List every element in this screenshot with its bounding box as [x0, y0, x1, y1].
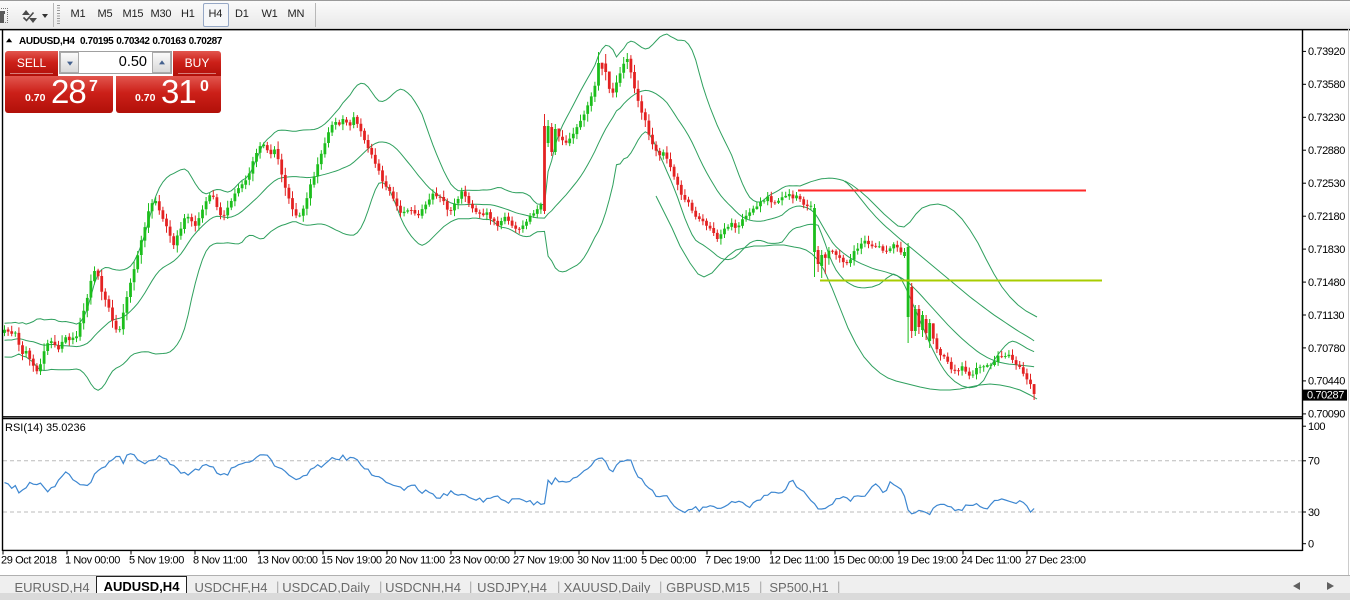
svg-text:5 Nov 19:00: 5 Nov 19:00 [129, 555, 184, 567]
svg-text:7 Dec 19:00: 7 Dec 19:00 [705, 555, 760, 567]
svg-text:20 Nov 11:00: 20 Nov 11:00 [385, 555, 445, 567]
svg-text:0.70163: 0.70163 [152, 36, 186, 47]
svg-text:70: 70 [1308, 456, 1320, 468]
svg-text:0.70287: 0.70287 [189, 36, 223, 47]
svg-text:23 Nov 00:00: 23 Nov 00:00 [449, 555, 510, 567]
svg-text:0.71480: 0.71480 [1308, 277, 1345, 289]
svg-text:27 Nov 19:00: 27 Nov 19:00 [513, 555, 574, 567]
svg-text:12 Dec 11:00: 12 Dec 11:00 [769, 555, 829, 567]
svg-text:100: 100 [1308, 421, 1325, 433]
svg-text:5 Dec 00:00: 5 Dec 00:00 [641, 555, 696, 567]
svg-text:30: 30 [1308, 507, 1320, 519]
svg-text:24 Dec 11:00: 24 Dec 11:00 [961, 555, 1021, 567]
svg-text:0.71830: 0.71830 [1308, 244, 1345, 256]
svg-text:RSI(14) 35.0236: RSI(14) 35.0236 [5, 422, 86, 434]
svg-text:0.70342: 0.70342 [116, 36, 150, 47]
svg-text:0.72530: 0.72530 [1308, 178, 1345, 190]
svg-text:8 Nov 11:00: 8 Nov 11:00 [193, 555, 247, 567]
svg-text:0.70287: 0.70287 [1307, 390, 1344, 402]
svg-text:19 Dec 19:00: 19 Dec 19:00 [897, 555, 958, 567]
svg-text:0.70090: 0.70090 [1308, 409, 1345, 421]
svg-text:15 Dec 00:00: 15 Dec 00:00 [833, 555, 894, 567]
svg-text:30 Nov 11:00: 30 Nov 11:00 [577, 555, 637, 567]
svg-text:0: 0 [1308, 539, 1314, 551]
svg-text:0.72180: 0.72180 [1308, 211, 1345, 223]
svg-text:13 Nov 00:00: 13 Nov 00:00 [257, 555, 318, 567]
svg-text:0.73230: 0.73230 [1308, 112, 1345, 124]
svg-text:0.73580: 0.73580 [1308, 79, 1345, 91]
svg-text:0.70440: 0.70440 [1308, 376, 1345, 388]
svg-text:0.70195: 0.70195 [80, 36, 114, 47]
svg-text:0.70780: 0.70780 [1308, 343, 1345, 355]
svg-text:29 Oct 2018: 29 Oct 2018 [1, 555, 57, 567]
svg-text:15 Nov 19:00: 15 Nov 19:00 [321, 555, 382, 567]
svg-text:AUDUSD,H4: AUDUSD,H4 [19, 36, 75, 47]
svg-text:0.72880: 0.72880 [1308, 145, 1345, 157]
svg-text:1 Nov 00:00: 1 Nov 00:00 [65, 555, 120, 567]
svg-text:0.73920: 0.73920 [1308, 46, 1345, 58]
svg-text:0.71130: 0.71130 [1308, 310, 1344, 322]
svg-text:27 Dec 23:00: 27 Dec 23:00 [1025, 555, 1086, 567]
